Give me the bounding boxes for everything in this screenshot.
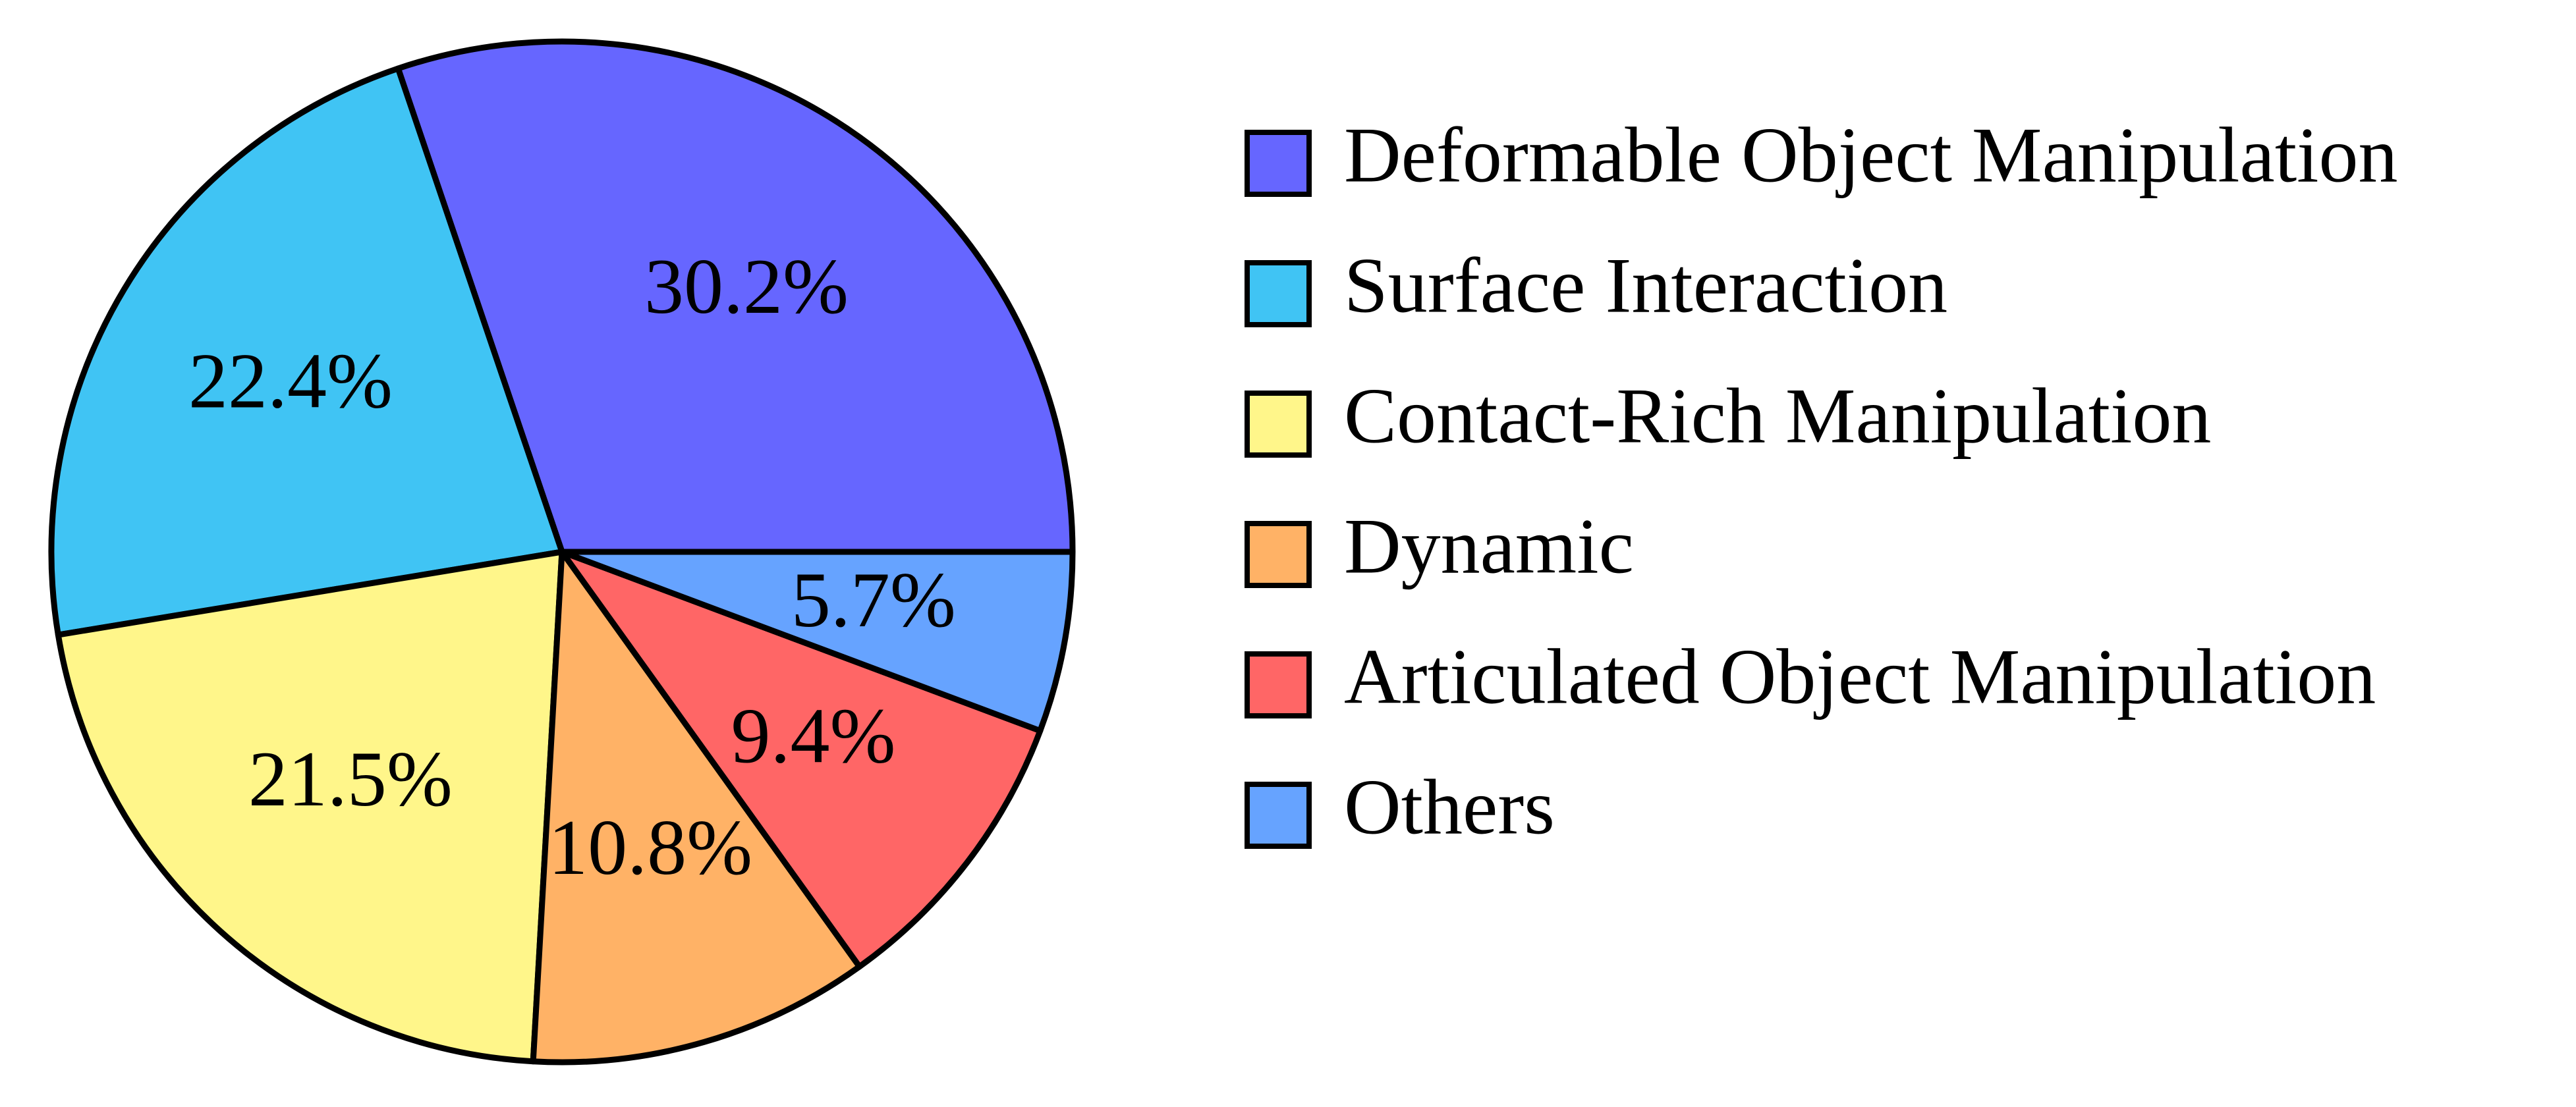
- legend-swatch-dynamic: [1245, 521, 1312, 588]
- legend-item-surface-interaction: Surface Interaction: [1245, 242, 1947, 329]
- pie-slice-deformable-object-manipulation: [395, 38, 1076, 555]
- pie-slice-label-others: 5.7%: [791, 556, 956, 643]
- pie-slice-label-dynamic: 10.8%: [548, 803, 752, 891]
- pie-slice-contact-rich-manipulation: [55, 549, 565, 1065]
- legend-item-others: Others: [1245, 763, 1555, 851]
- legend-swatch-articulated-object-manipulation: [1245, 651, 1312, 718]
- legend-item-dynamic: Dynamic: [1245, 502, 1634, 590]
- pie-slices: [48, 38, 1076, 1066]
- legend-label-surface-interaction: Surface Interaction: [1344, 242, 1947, 329]
- pie-slice-label-contact-rich-manipulation: 21.5%: [248, 735, 453, 823]
- pie-slice-labels: 30.2% 22.4% 21.5% 10.8% 9.4% 5.7%: [188, 242, 956, 891]
- legend-swatch-surface-interaction: [1245, 260, 1312, 327]
- pie-slice-dynamic: [530, 549, 863, 1066]
- legend-label-others: Others: [1344, 763, 1555, 851]
- pie-slice-label-articulated-object-manipulation: 9.4%: [731, 692, 896, 780]
- pie-slice-surface-interaction: [48, 65, 565, 638]
- legend-item-deformable-object-manipulation: Deformable Object Manipulation: [1245, 111, 2398, 199]
- pie-slice-others: [559, 549, 1076, 734]
- legend-label-deformable-object-manipulation: Deformable Object Manipulation: [1344, 111, 2398, 199]
- legend-item-articulated-object-manipulation: Articulated Object Manipulation: [1245, 633, 2376, 720]
- legend-label-articulated-object-manipulation: Articulated Object Manipulation: [1344, 633, 2376, 720]
- pie-slice-articulated-object-manipulation: [559, 549, 1044, 970]
- legend-label-dynamic: Dynamic: [1344, 502, 1634, 590]
- legend-label-contact-rich-manipulation: Contact-Rich Manipulation: [1344, 372, 2211, 460]
- legend-swatch-contact-rich-manipulation: [1245, 391, 1312, 458]
- legend-swatch-deformable-object-manipulation: [1245, 130, 1312, 197]
- legend-swatch-others: [1245, 782, 1312, 849]
- legend-item-contact-rich-manipulation: Contact-Rich Manipulation: [1245, 372, 2211, 460]
- legend: Deformable Object Manipulation Surface In…: [1245, 111, 2398, 851]
- pie-slice-label-deformable-object-manipulation: 30.2%: [644, 242, 849, 330]
- pie-slice-label-surface-interaction: 22.4%: [188, 337, 393, 424]
